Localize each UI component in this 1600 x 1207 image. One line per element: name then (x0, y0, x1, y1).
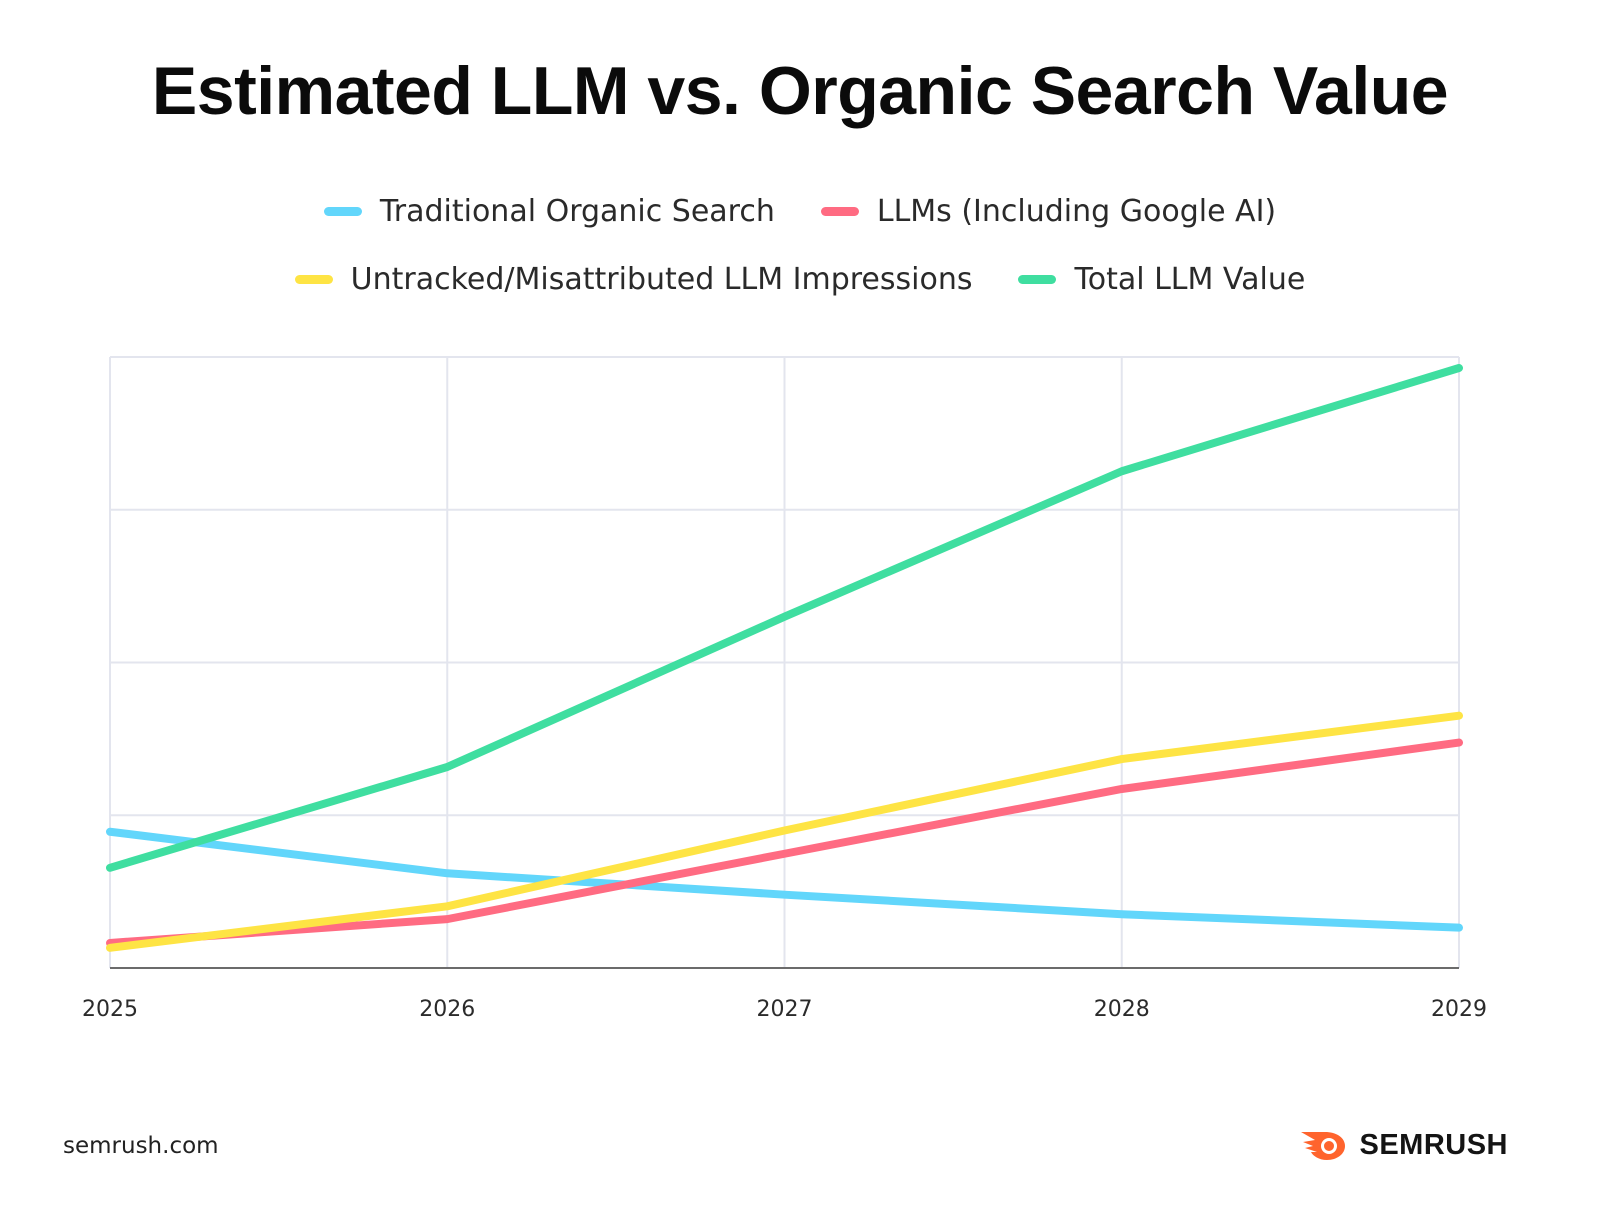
legend-swatch-llms (820, 207, 859, 216)
legend-label-total: Total LLM Value (1074, 262, 1306, 297)
series-lines (106, 363, 1463, 952)
x-axis-ticks: 2025 2026 2027 2028 2029 (82, 997, 1487, 1022)
legend-swatch-untracked (294, 275, 333, 284)
x-tick-label: 2029 (1431, 997, 1487, 1022)
source-label: semrush.com (63, 1133, 219, 1159)
semrush-logo: SEMRUSH (1299, 1128, 1508, 1162)
brand-name: SEMRUSH (1359, 1128, 1508, 1161)
grid (109, 356, 1460, 969)
legend-swatch-traditional (323, 207, 362, 216)
x-tick-label: 2025 (82, 997, 138, 1022)
legend-row-1: Traditional Organic Search LLMs (Includi… (0, 194, 1600, 229)
semrush-flame-icon (1301, 1132, 1346, 1160)
legend-label-llms: LLMs (Including Google AI) (876, 194, 1277, 229)
chart-title: Estimated LLM vs. Organic Search Value (151, 53, 1449, 129)
legend-item-untracked: Untracked/Misattributed LLM Impressions (294, 262, 973, 297)
legend-row-2: Untracked/Misattributed LLM Impressions … (0, 262, 1600, 297)
x-tick-label: 2028 (1094, 997, 1150, 1022)
legend-swatch-total (1018, 275, 1057, 284)
legend-item-traditional-organic-search: Traditional Organic Search (323, 194, 775, 229)
legend-label-untracked: Untracked/Misattributed LLM Impressions (350, 262, 973, 297)
x-tick-label: 2026 (419, 997, 475, 1022)
legend-item-total-llm-value: Total LLM Value (1018, 262, 1305, 297)
x-tick-label: 2027 (757, 997, 813, 1022)
legend-label-traditional: Traditional Organic Search (379, 194, 775, 229)
legend-item-llms: LLMs (Including Google AI) (820, 194, 1277, 229)
